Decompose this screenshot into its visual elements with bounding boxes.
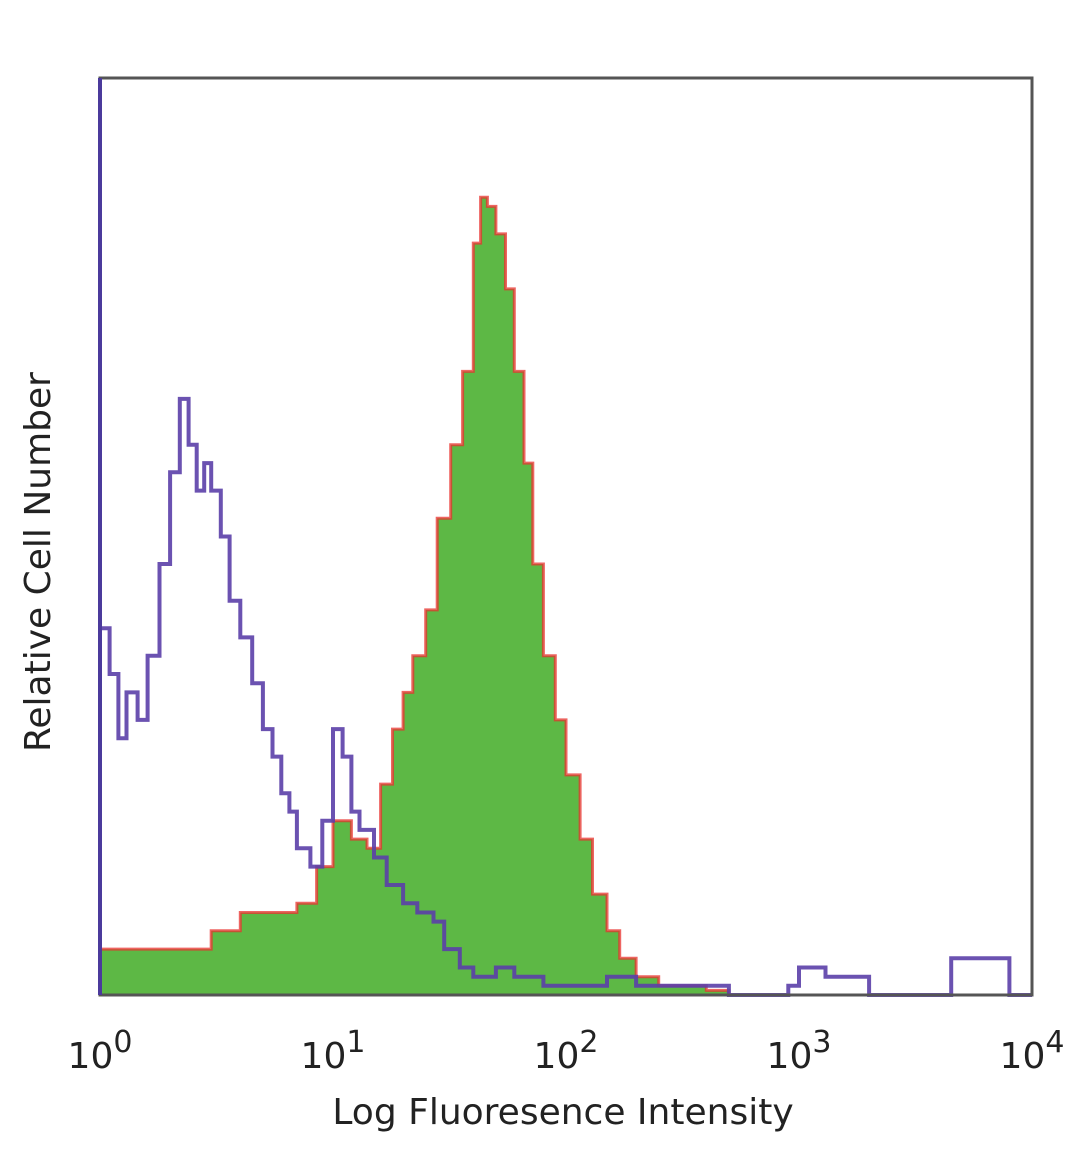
series-0-outline (100, 195, 1032, 997)
x-tick-label: 103 (767, 1025, 832, 1077)
x-tick-label: 100 (68, 1025, 133, 1077)
x-tick-label: 102 (534, 1025, 599, 1077)
x-axis-ticks: 100 101 102 103 104 (68, 1025, 1065, 1077)
x-tick-label: 104 (1000, 1025, 1065, 1077)
x-axis-title: Log Fluoresence Intensity (332, 1092, 793, 1133)
y-axis-title: Relative Cell Number (18, 372, 59, 752)
series-1-line (100, 396, 1032, 997)
series-0-area (100, 197, 1032, 995)
x-tick-label: 101 (301, 1025, 366, 1077)
plot-area (100, 195, 1032, 997)
